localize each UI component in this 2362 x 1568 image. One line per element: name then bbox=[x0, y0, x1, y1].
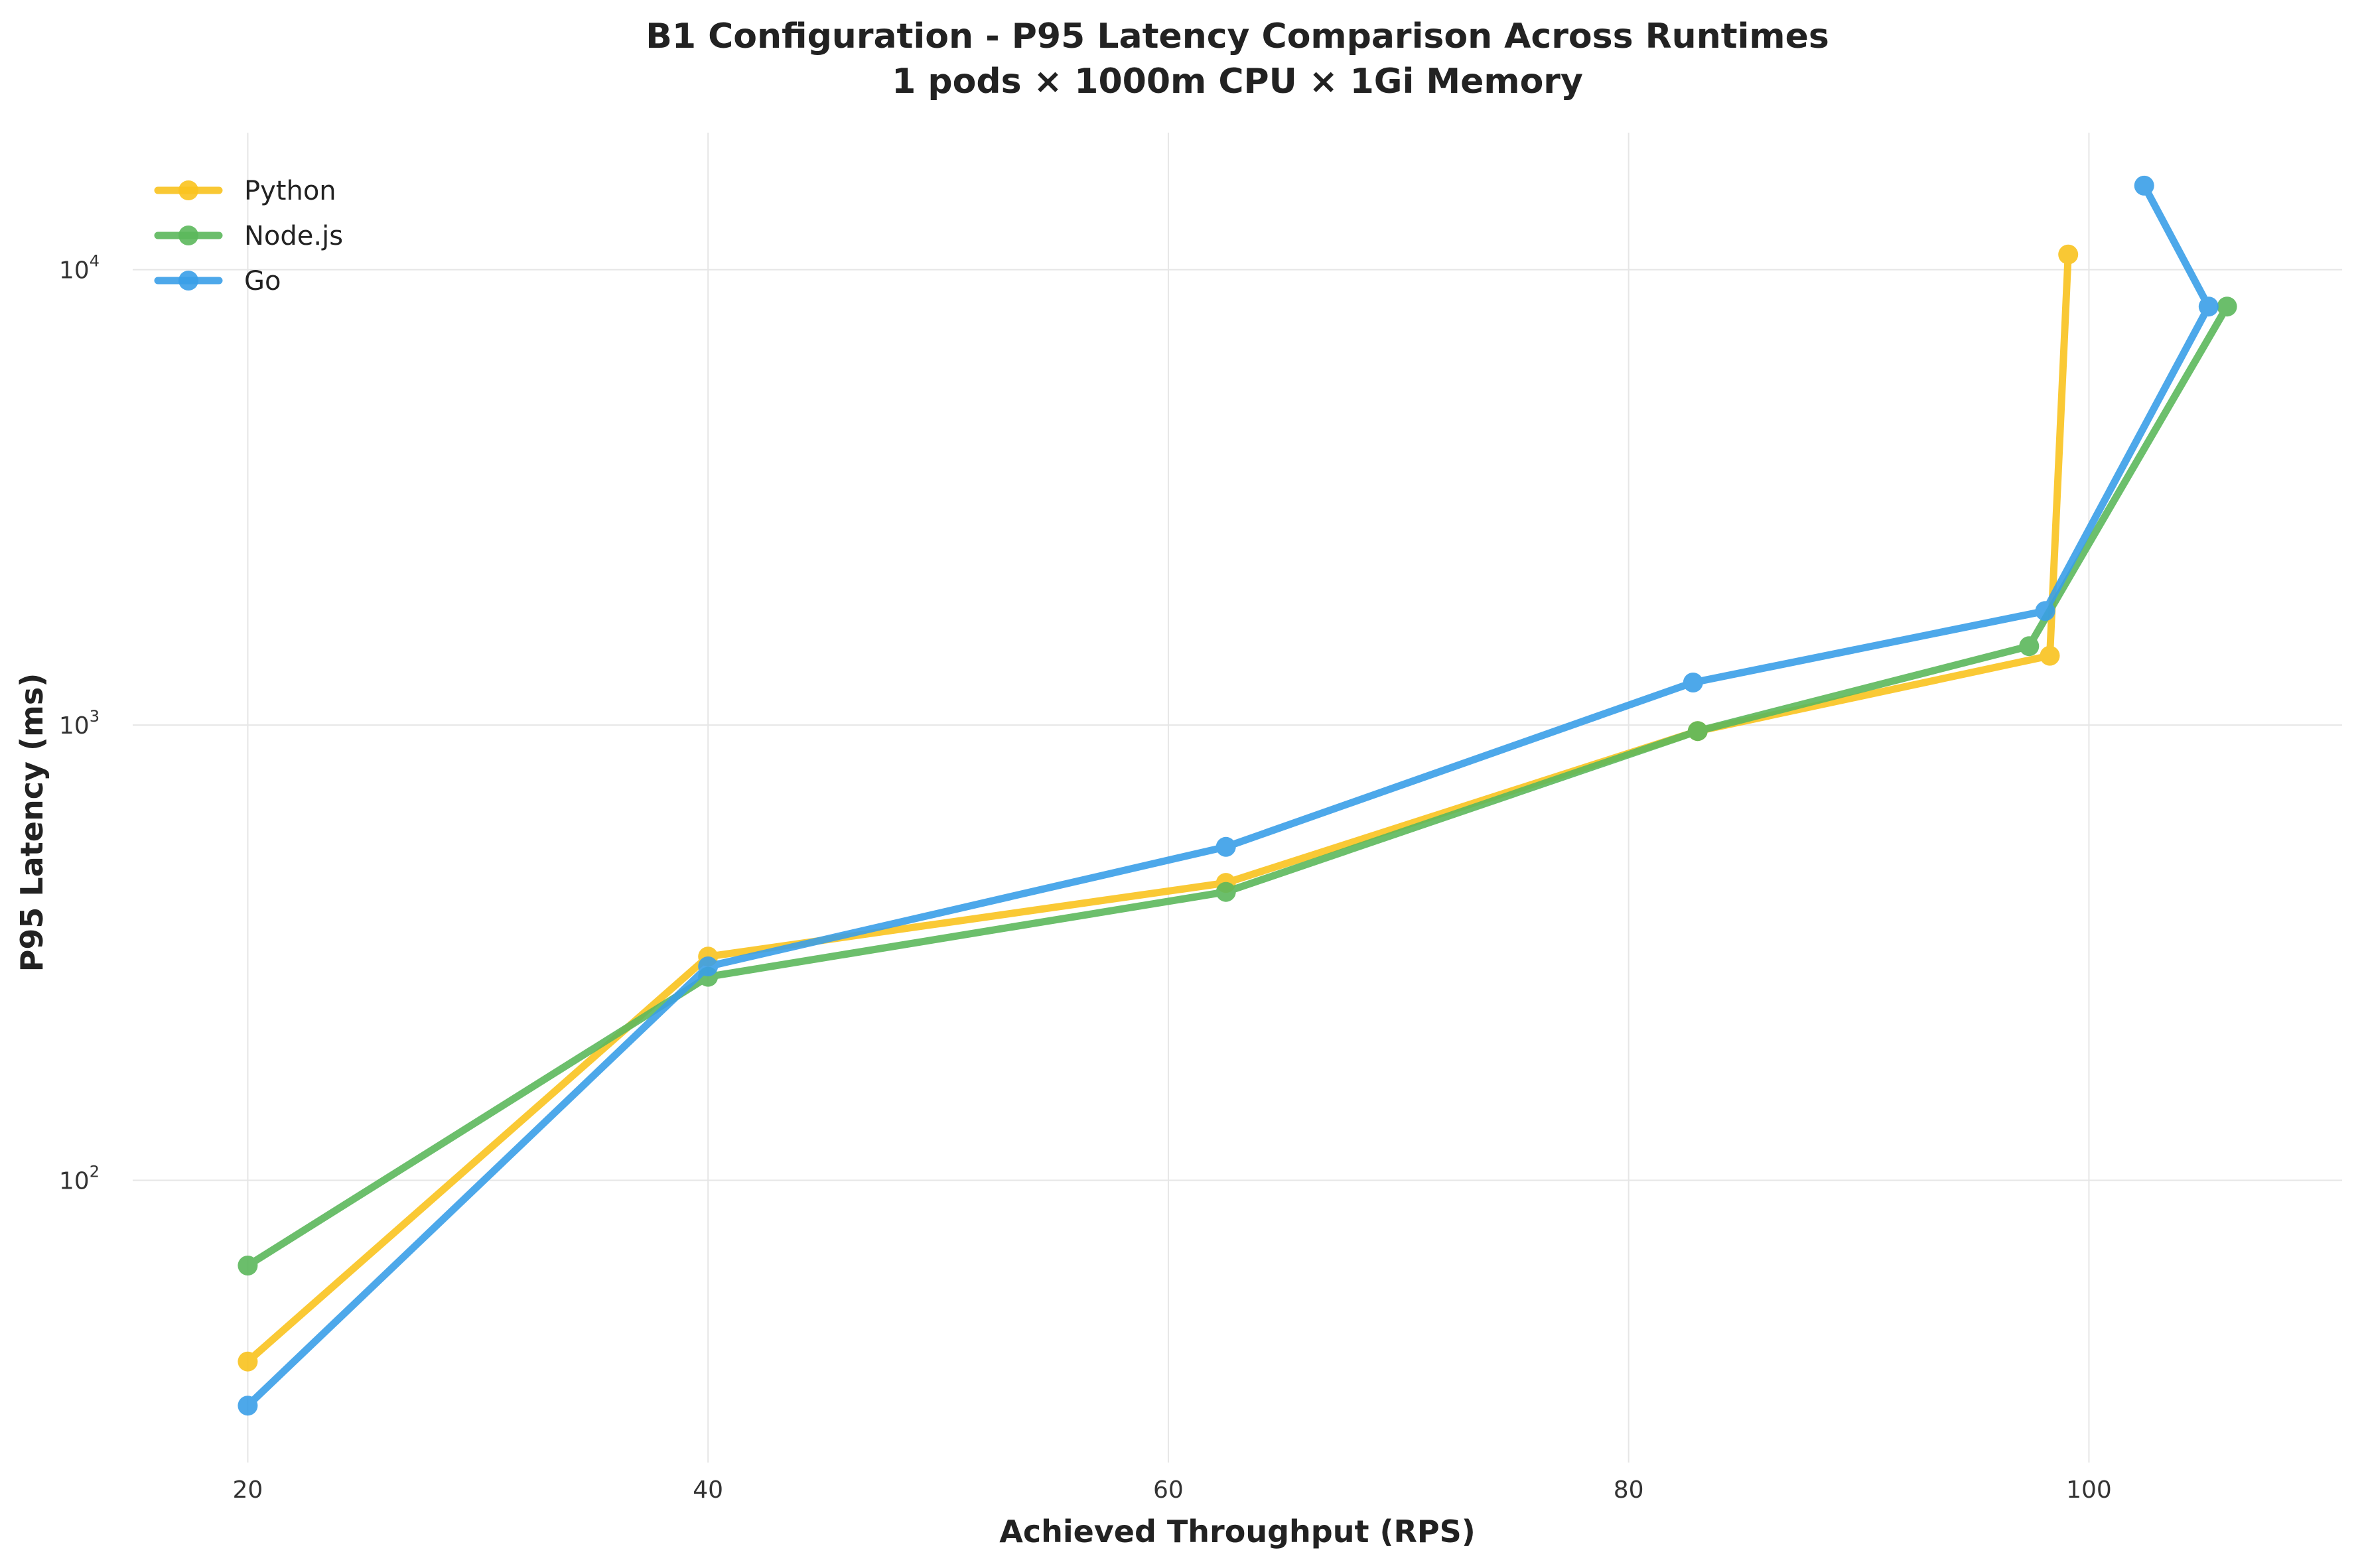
x-tick-label: 100 bbox=[2066, 1476, 2112, 1504]
legend-swatch-marker bbox=[178, 180, 198, 200]
legend-swatch-marker bbox=[178, 271, 198, 291]
y-tick-label: 104 bbox=[59, 252, 100, 285]
data-point-go bbox=[2035, 601, 2055, 621]
x-axis-label: Achieved Throughput (RPS) bbox=[999, 1514, 1476, 1549]
data-point-python bbox=[2058, 244, 2079, 265]
y-axis-label: P95 Latency (ms) bbox=[14, 673, 50, 972]
data-point-node-js bbox=[2217, 296, 2237, 317]
legend-item-go: Go bbox=[154, 266, 281, 296]
data-point-go bbox=[698, 956, 719, 976]
x-tick-label: 40 bbox=[693, 1476, 723, 1504]
data-point-go bbox=[2134, 175, 2154, 196]
series-line-node-js bbox=[243, 302, 2231, 1270]
data-point-go bbox=[238, 1396, 258, 1416]
series-lines bbox=[238, 175, 2237, 1416]
legend-label: Node.js bbox=[244, 221, 343, 251]
chart-subtitle: 1 pods × 1000m CPU × 1Gi Memory bbox=[892, 62, 1583, 101]
x-tick-label: 60 bbox=[1153, 1476, 1184, 1504]
legend-label: Python bbox=[244, 176, 336, 206]
series-python bbox=[238, 244, 2079, 1372]
legend-label: Go bbox=[244, 266, 281, 296]
data-point-go bbox=[1683, 673, 1703, 692]
data-point-node-js bbox=[1687, 721, 1708, 742]
grid bbox=[133, 133, 2342, 1463]
series-line-go bbox=[243, 182, 2213, 1409]
legend-item-python: Python bbox=[154, 176, 336, 206]
legend-item-node-js: Node.js bbox=[154, 221, 343, 251]
series-go bbox=[238, 175, 2219, 1416]
data-point-go bbox=[2198, 296, 2219, 317]
y-axis-ticks: 102 103 104 bbox=[59, 252, 100, 1195]
y-tick-label: 102 bbox=[59, 1163, 100, 1195]
data-point-node-js bbox=[2019, 636, 2040, 657]
y-tick-label: 103 bbox=[59, 707, 100, 740]
data-point-node-js bbox=[1216, 882, 1236, 902]
data-point-node-js bbox=[238, 1256, 258, 1275]
series-line-python bbox=[243, 251, 2072, 1366]
x-axis-ticks: 20 40 60 80 100 bbox=[233, 1476, 2112, 1504]
x-tick-label: 20 bbox=[233, 1476, 263, 1504]
data-point-python bbox=[2040, 645, 2060, 666]
chart-title: B1 Configuration - P95 Latency Compariso… bbox=[646, 17, 1829, 56]
x-tick-label: 80 bbox=[1614, 1476, 1644, 1504]
legend: Python Node.js Go bbox=[154, 176, 343, 296]
legend-swatch-marker bbox=[178, 226, 198, 245]
data-point-go bbox=[1216, 836, 1236, 857]
data-point-python bbox=[238, 1351, 258, 1372]
